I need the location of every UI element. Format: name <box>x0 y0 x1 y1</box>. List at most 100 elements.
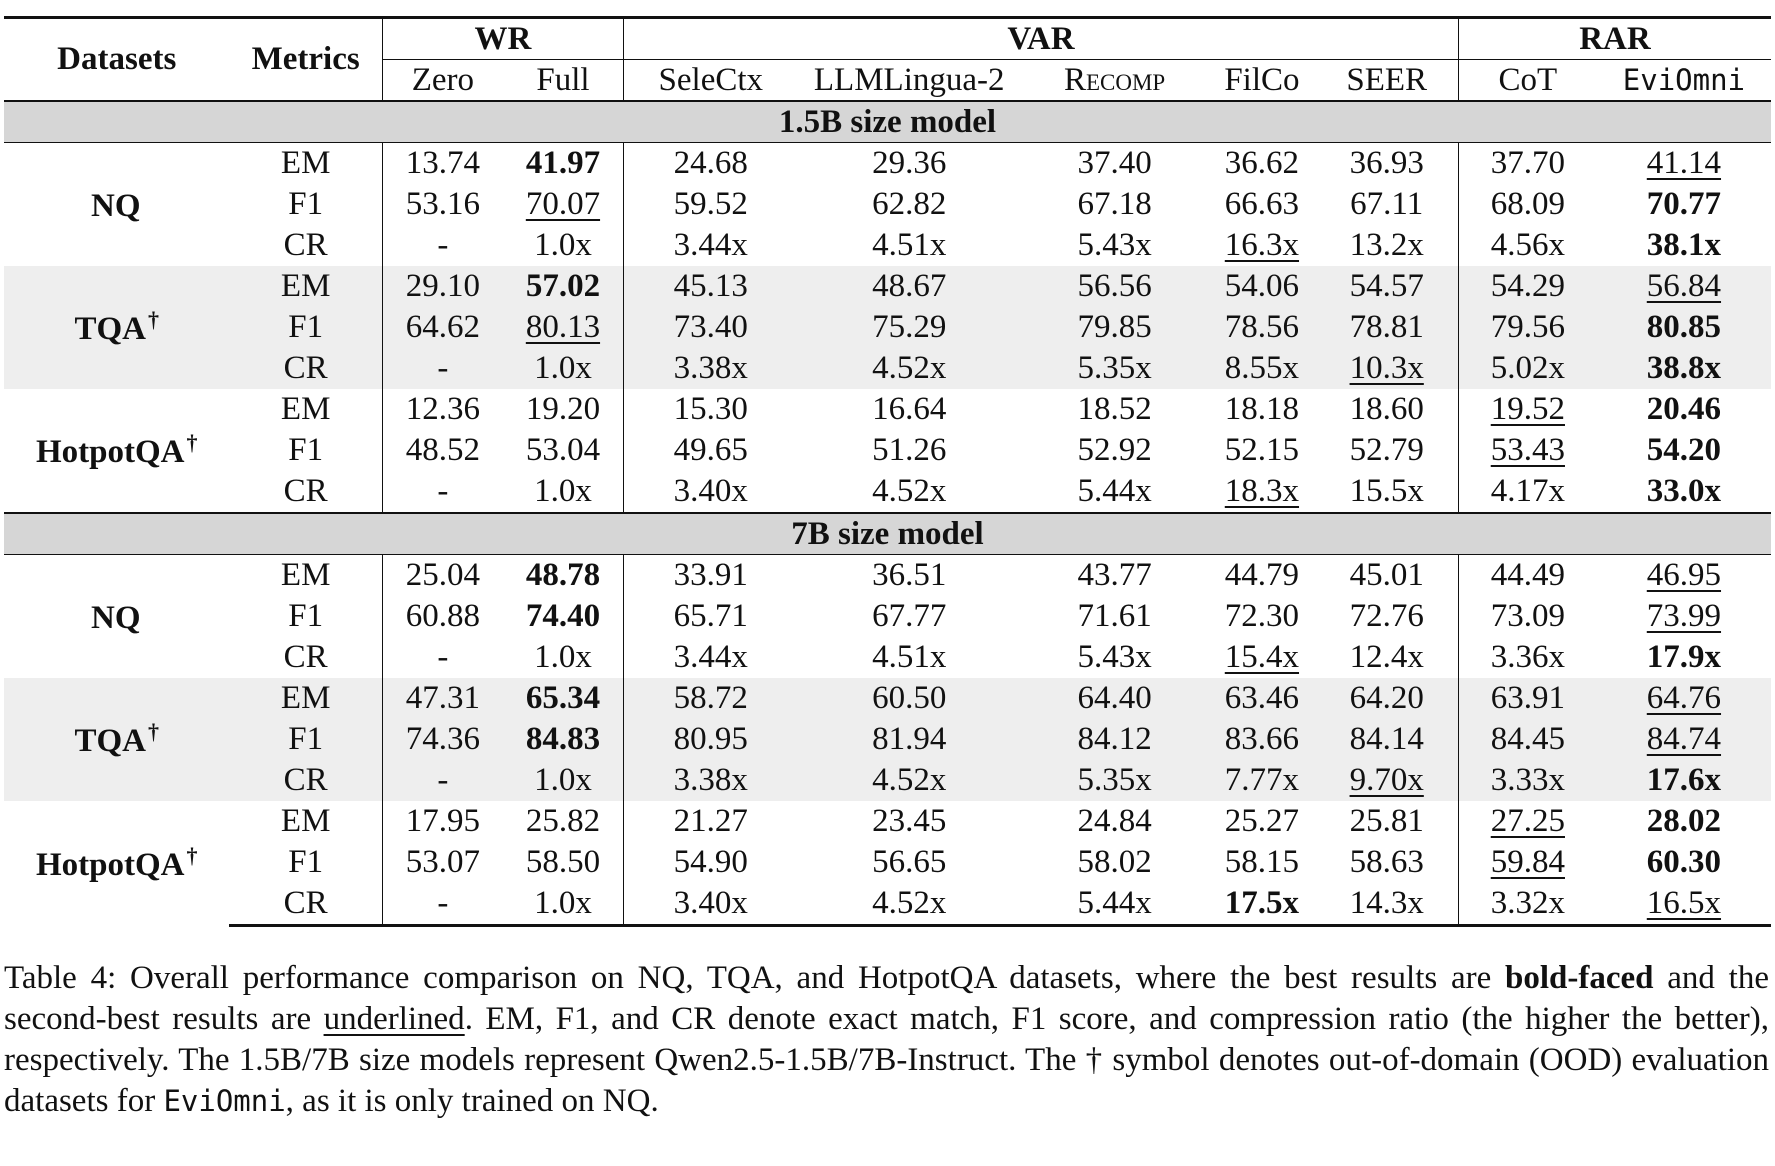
metric-label: F1 <box>288 598 324 634</box>
dataset-name-cell: HotpotQA† <box>4 389 229 513</box>
value-cell: 4.51x <box>798 637 1021 678</box>
ood-dagger-mark: † <box>186 430 198 455</box>
section-header: 1.5B size model <box>4 100 1771 143</box>
cell-value: 4.51x <box>872 227 947 263</box>
value-cell: - <box>381 883 503 927</box>
cell-value: 18.52 <box>1077 391 1152 427</box>
value-cell: 80.95 <box>622 719 798 760</box>
value-cell: 36.93 <box>1315 143 1458 185</box>
table-row: CR - 1.0x 3.38x 4.52x 5.35x 8.55x 10.3x 5.02x 38.… <box>4 348 1771 389</box>
value-cell: 5.44x <box>1021 471 1209 513</box>
metric-label: EM <box>280 803 331 839</box>
value-cell: 72.30 <box>1208 596 1315 637</box>
cell-value: 4.52x <box>872 350 947 386</box>
value-cell: 46.95 <box>1597 555 1771 597</box>
cell-value: 24.68 <box>673 145 748 181</box>
cell-value: - <box>437 227 449 263</box>
value-cell: 48.78 <box>503 555 624 597</box>
value-cell: 13.74 <box>381 142 503 184</box>
table-row: HotpotQA† EM 17.95 25.82 21.27 23.45 24.84 25.2… <box>4 801 1771 881</box>
caption-bold-word: bold-faced <box>1505 960 1654 996</box>
cell-value: 17.9x <box>1646 639 1722 675</box>
cell-value: 18.3x <box>1224 473 1300 509</box>
cell-value: 1.0x <box>534 639 592 675</box>
value-cell: 28.02 <box>1597 801 1771 842</box>
value-cell: 4.56x <box>1457 225 1597 266</box>
dataset-name: NQ <box>90 188 141 224</box>
value-cell: 19.20 <box>503 389 624 430</box>
cell-value: 12.4x <box>1349 639 1424 675</box>
cell-value: 5.44x <box>1077 473 1152 509</box>
value-cell: 20.46 <box>1597 389 1771 430</box>
cell-value: 73.99 <box>1646 598 1722 634</box>
value-cell: 79.85 <box>1020 307 1209 348</box>
value-cell: 60.30 <box>1597 842 1771 883</box>
value-cell: 73.09 <box>1457 596 1597 637</box>
table-row: F1 60.88 74.40 65.71 67.77 71.61 72.30 72.76 73.… <box>4 596 1771 637</box>
metric-label: CR <box>229 760 383 801</box>
cell-value: 54.06 <box>1224 268 1300 304</box>
cell-value: 3.40x <box>673 885 748 921</box>
cell-value: 60.30 <box>1646 844 1722 880</box>
value-cell: 45.13 <box>622 266 798 307</box>
column-header-llmlingua2: LLMLingua-2 <box>813 61 1005 98</box>
caption-text-4: , as it is only trained on NQ. <box>285 1083 659 1119</box>
table-row: CR - 1.0x 3.44x 4.51x 5.43x 15.4x 12.4x 3.36x 17.… <box>4 637 1771 678</box>
value-cell: 80.85 <box>1596 307 1771 348</box>
cell-value: 29.36 <box>872 145 947 181</box>
cell-value: 15.4x <box>1224 639 1300 675</box>
cell-value: 78.81 <box>1349 309 1424 345</box>
cell-value: 74.36 <box>405 721 481 757</box>
value-cell: 67.11 <box>1315 184 1458 225</box>
value-cell: 37.40 <box>1021 143 1209 185</box>
cell-value: 3.44x <box>673 639 748 675</box>
cell-value: 15.30 <box>673 391 748 427</box>
cell-value: 71.61 <box>1077 598 1152 634</box>
value-cell: 67.18 <box>1021 184 1209 225</box>
value-cell: 21.27 <box>622 801 798 842</box>
cell-value: 16.64 <box>872 391 947 427</box>
cell-value: 65.34 <box>525 680 601 716</box>
value-cell: 3.38x <box>622 348 798 389</box>
value-cell: 52.79 <box>1315 430 1458 471</box>
cell-value: 46.95 <box>1646 557 1722 593</box>
cell-value: 66.63 <box>1224 186 1300 222</box>
value-cell: 58.15 <box>1208 842 1315 883</box>
value-cell: 84.14 <box>1315 719 1459 760</box>
value-cell: 64.40 <box>1020 678 1209 719</box>
value-cell: 3.40x <box>622 471 798 513</box>
value-cell: 3.32x <box>1457 883 1597 927</box>
caption-underline-word: underlined <box>323 1001 465 1037</box>
metric-label: EM <box>229 266 383 307</box>
value-cell: 63.46 <box>1208 678 1316 719</box>
value-cell: 9.70x <box>1315 760 1459 801</box>
value-cell: 5.35x <box>1020 760 1209 801</box>
cell-value: 60.88 <box>405 598 481 634</box>
value-cell: 17.5x <box>1208 883 1316 927</box>
table-row: CR - 1.0x 3.44x 4.51x 5.43x 16.3x 13.2x 4.56x 38.… <box>4 225 1771 266</box>
metric-label: EM <box>280 391 331 427</box>
caption-text-3: . EM, F1, and CR denote exact match, F1 … <box>4 1001 1769 1119</box>
cell-value: 25.27 <box>1224 803 1300 839</box>
cell-value: 81.94 <box>872 721 947 757</box>
cell-value: 48.78 <box>525 557 601 593</box>
ood-dagger-mark: † <box>147 307 159 332</box>
table-row: TQA† EM 47.31 65.34 58.72 60.50 64.40 63.46 64.2… <box>4 678 1771 801</box>
cell-value: 57.02 <box>525 268 601 304</box>
value-cell: 5.02x <box>1457 348 1597 389</box>
value-cell: 36.51 <box>798 555 1021 597</box>
cell-value: 45.01 <box>1349 557 1424 593</box>
cell-value: 7.77x <box>1224 762 1300 798</box>
value-cell: 37.70 <box>1457 142 1597 184</box>
value-cell: 17.6x <box>1596 760 1771 801</box>
cell-value: 5.35x <box>1077 762 1152 798</box>
value-cell: 67.77 <box>798 596 1021 637</box>
cell-value: 12.36 <box>405 391 481 427</box>
cell-value: 48.52 <box>405 432 481 468</box>
value-cell: 4.51x <box>798 225 1021 266</box>
cell-value: 84.14 <box>1349 721 1424 757</box>
value-cell: - <box>381 637 503 678</box>
value-cell: 54.06 <box>1208 266 1316 307</box>
value-cell: 3.44x <box>622 225 798 266</box>
cell-value: 83.66 <box>1224 721 1300 757</box>
